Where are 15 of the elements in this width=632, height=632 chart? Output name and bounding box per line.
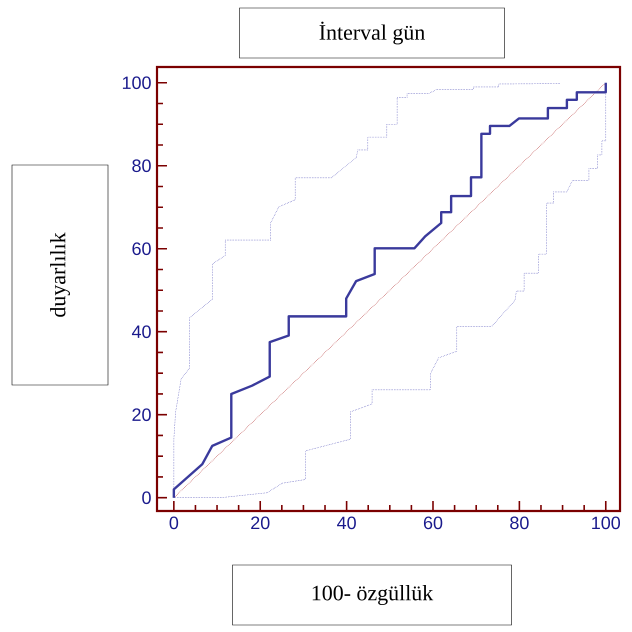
x-tick-label: 100 bbox=[592, 516, 620, 530]
y-tick-label: 0 bbox=[142, 491, 151, 504]
x-tick-label: 20 bbox=[251, 516, 270, 530]
x-axis-title: 100- özgüllük bbox=[312, 585, 434, 605]
y-tick-label: 80 bbox=[132, 159, 151, 172]
x-tick-label: 80 bbox=[510, 516, 529, 530]
x-tick-label: 0 bbox=[170, 516, 178, 530]
y-tick-label: 60 bbox=[132, 242, 151, 256]
x-tick-label: 60 bbox=[424, 516, 442, 530]
x-tick-label: 40 bbox=[337, 516, 356, 530]
y-tick-label: 20 bbox=[132, 408, 151, 422]
y-tick-label: 40 bbox=[132, 325, 151, 338]
y-axis-title: duyarlılık bbox=[50, 232, 70, 317]
y-tick-label: 100 bbox=[122, 76, 151, 90]
chart-title: İnterval gün bbox=[320, 22, 425, 44]
